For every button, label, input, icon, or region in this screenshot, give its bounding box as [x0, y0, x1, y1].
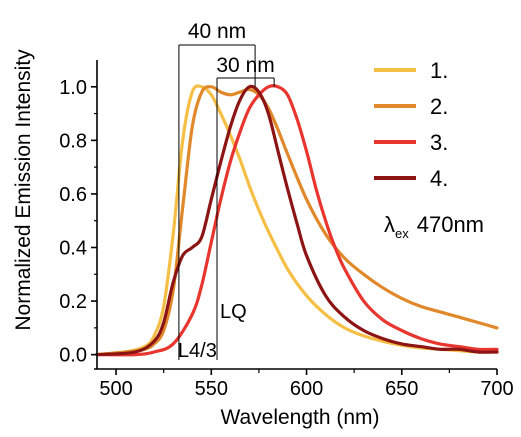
y-tick-label: 0.4 — [59, 238, 87, 260]
x-tick-label: 500 — [99, 378, 132, 400]
y-tick-label: 0.2 — [59, 291, 87, 313]
label-L43: L4/3 — [178, 340, 217, 362]
series-layer — [95, 84, 499, 357]
series-line-3 — [95, 84, 499, 357]
label-LQ: LQ — [220, 301, 247, 323]
x-tick-label: 650 — [385, 378, 418, 400]
y-tick-label: 0.8 — [59, 130, 87, 152]
series-line-4 — [95, 84, 499, 357]
y-axis-title: Normalized Emission Intensity — [12, 49, 35, 331]
legend-label-4: 4. — [430, 166, 448, 191]
excitation-annotation: λex 470nm — [384, 212, 484, 241]
legend-label-3: 3. — [430, 130, 448, 155]
annotation-layer: 40 nm 30 nm L4/3LQ — [178, 20, 275, 362]
excitation-value: 470nm — [417, 212, 484, 237]
y-tick-label: 0.6 — [59, 184, 87, 206]
y-tick-label: 0.0 — [59, 345, 87, 367]
label-40nm: 40 nm — [188, 20, 246, 43]
legend-label-2: 2. — [430, 94, 448, 119]
legend-label-1: 1. — [430, 58, 448, 83]
lambda-symbol: λ — [384, 212, 395, 237]
label-30nm: 30 nm — [216, 54, 274, 77]
x-axis-title: Wavelength (nm) — [220, 406, 379, 429]
x-tick-label: 600 — [290, 378, 323, 400]
x-tick-label: 550 — [195, 378, 228, 400]
excitation-subscript: ex — [395, 226, 409, 241]
y-tick-label: 1.0 — [59, 77, 87, 99]
x-tick-label: 700 — [480, 378, 513, 400]
axes-layer: 0.0 0.2 0.4 0.6 0.8 1.0 500 550 600 650 700 — [59, 60, 514, 400]
legend: 1. 2. 3. 4. — [374, 58, 448, 191]
